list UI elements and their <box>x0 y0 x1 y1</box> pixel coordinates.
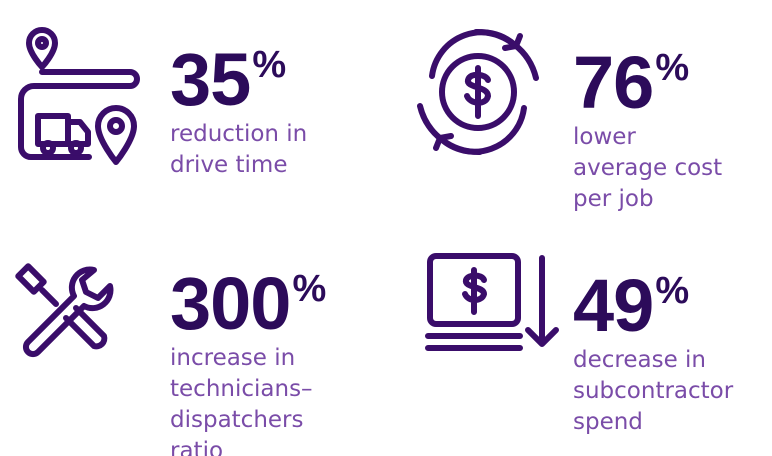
tools-icon <box>15 263 114 358</box>
description-line: ratio <box>170 438 224 456</box>
suffix: % <box>655 270 690 312</box>
number: 76 <box>573 41 654 124</box>
stat: 49% decrease in subcontractor spend <box>573 254 733 438</box>
route-icon <box>18 27 140 165</box>
spend-icon <box>425 253 559 351</box>
stat-description: lower average cost per job <box>573 122 722 215</box>
description-line: per job <box>573 186 654 212</box>
cost-cycle-icon <box>417 28 539 156</box>
description-line: increase in <box>170 345 296 371</box>
description-line: drive time <box>170 152 288 178</box>
number: 300 <box>170 262 291 345</box>
description-line: spend <box>573 409 643 435</box>
description-line: lower <box>573 124 636 150</box>
stat-description: reduction in drive time <box>170 119 307 181</box>
description-line: dispatchers <box>170 407 304 433</box>
stat-number: 76% <box>573 31 722 120</box>
stat: 300% increase in technicians– dispatchers r… <box>170 252 326 456</box>
stat-number: 49% <box>573 254 733 343</box>
number: 49 <box>573 264 654 347</box>
stat-description: increase in technicians– dispatchers ratio <box>170 343 326 456</box>
stat-number: 35% <box>170 28 307 117</box>
number: 35 <box>170 38 251 121</box>
stat: 76% lower average cost per job <box>573 31 722 215</box>
description-line: average cost <box>573 155 723 181</box>
description-line: decrease in <box>573 347 707 373</box>
description-line: subcontractor <box>573 378 734 404</box>
stat-number: 300% <box>170 252 326 341</box>
description-line: reduction in <box>170 121 308 147</box>
stat-description: decrease in subcontractor spend <box>573 345 733 438</box>
description-line: technicians– <box>170 376 313 402</box>
stat: 35% reduction in drive time <box>170 28 307 181</box>
suffix: % <box>292 268 327 310</box>
suffix: % <box>655 47 690 89</box>
suffix: % <box>252 44 287 86</box>
